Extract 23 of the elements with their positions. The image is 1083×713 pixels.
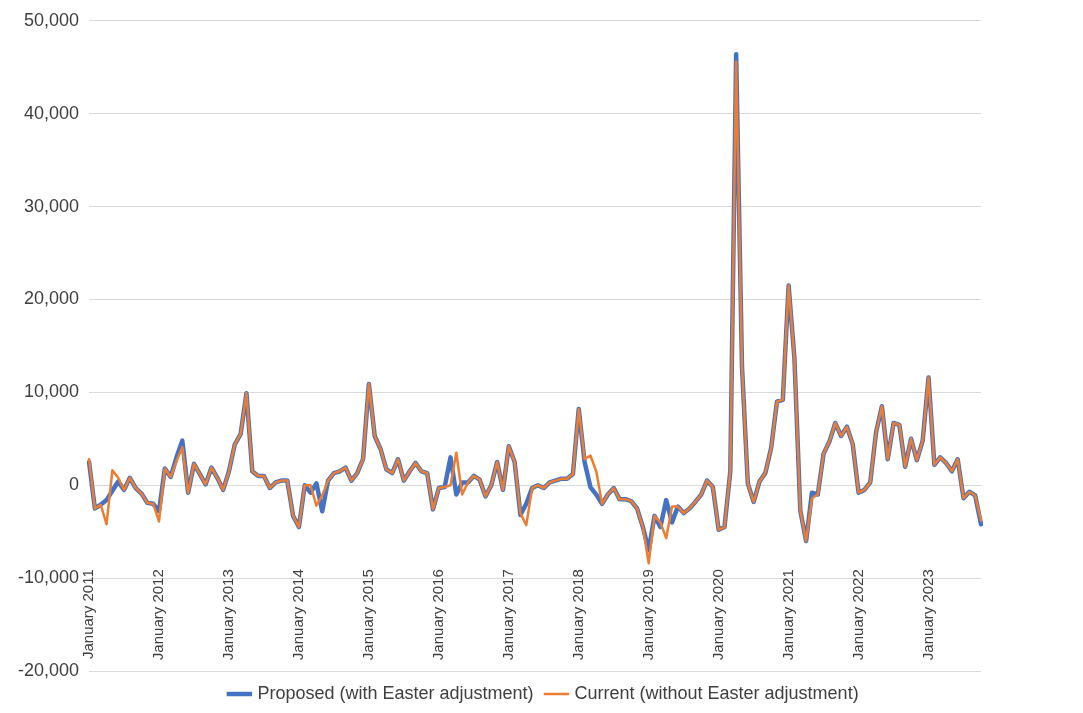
- legend-label: Proposed (with Easter adjustment): [257, 682, 534, 703]
- y-tick-label: 10,000: [23, 381, 80, 402]
- x-tick-label: January 2017: [498, 569, 516, 661]
- x-tick-label: January 2013: [219, 569, 237, 661]
- y-tick-label: 20,000: [23, 288, 80, 309]
- x-tick-label: January 2011: [79, 569, 97, 660]
- x-tick-label: January 2012: [149, 569, 167, 661]
- y-tick-label: -20,000: [17, 659, 80, 680]
- x-tick-label: January 2016: [428, 569, 446, 661]
- x-tick-label: January 2021: [778, 569, 796, 661]
- x-tick-label: January 2019: [638, 569, 656, 661]
- legend-label: Current (without Easter adjustment): [574, 682, 859, 703]
- y-tick-label: -10,000: [17, 567, 80, 588]
- y-tick-label: 50,000: [23, 9, 80, 30]
- x-tick-label: January 2018: [568, 569, 586, 661]
- x-tick-label: January 2014: [289, 569, 307, 661]
- x-tick-label: January 2023: [918, 569, 936, 661]
- x-tick-label: January 2020: [708, 569, 726, 661]
- x-tick-label: January 2022: [848, 569, 866, 661]
- y-tick-label: 40,000: [23, 102, 80, 123]
- y-tick-label: 0: [69, 474, 80, 495]
- y-tick-label: 30,000: [23, 195, 80, 216]
- x-tick-label: January 2015: [359, 569, 377, 661]
